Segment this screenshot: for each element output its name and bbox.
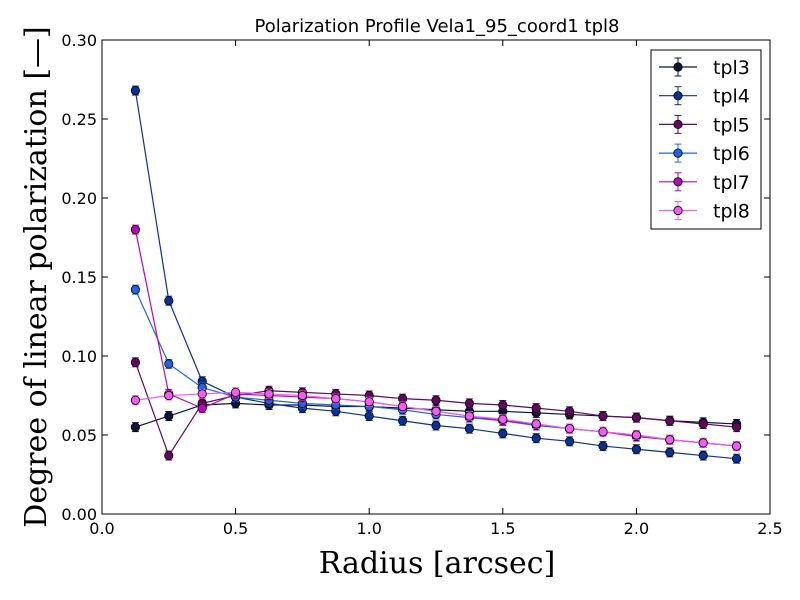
data-point: [431, 406, 441, 416]
data-point: [397, 401, 408, 412]
data-point: [731, 422, 742, 432]
y-tick-label: 0.05: [61, 426, 97, 445]
legend-label: tpl6: [713, 143, 750, 165]
data-point: [397, 416, 408, 426]
data-point: [197, 403, 207, 413]
data-point: [531, 419, 541, 429]
legend-entry-tpl4: tpl4: [659, 86, 750, 108]
legend-label: tpl3: [713, 57, 750, 79]
data-point: [164, 296, 174, 306]
x-tick-label: 1.5: [490, 519, 515, 538]
axis-ticks: 0.0 0.5 1.0 1.5 2.0 2.5 0.00 0.05 0.10 0.15 0.20 0.…: [61, 31, 782, 538]
data-point: [364, 411, 374, 421]
legend-marker: [673, 119, 683, 130]
legend: tpl3 tpl4 tpl5 tpl6 tpl7 tpl8: [650, 49, 762, 230]
data-point: [631, 444, 642, 454]
data-point: [264, 389, 274, 399]
data-point: [164, 411, 174, 421]
data-point: [130, 85, 140, 96]
data-point: [498, 414, 508, 424]
x-tick-label: 1.0: [356, 519, 381, 538]
legend-entry-tpl6: tpl6: [659, 143, 750, 165]
data-point: [598, 411, 608, 421]
data-point: [564, 424, 575, 434]
data-point: [698, 438, 708, 448]
y-tick-label: 0.15: [61, 268, 97, 287]
data-point: [164, 450, 174, 461]
data-point: [130, 422, 140, 432]
data-point: [631, 430, 642, 440]
legend-marker: [673, 62, 683, 72]
data-point: [598, 441, 608, 451]
data-point: [331, 394, 341, 404]
legend-label: tpl4: [713, 86, 750, 108]
legend-marker: [673, 205, 683, 216]
data-point: [130, 285, 140, 295]
x-axis-label: Radius [arcsec]: [319, 546, 556, 581]
data-point: [665, 416, 675, 426]
x-tick-label: 0.0: [89, 519, 114, 538]
x-tick-label: 2.5: [757, 519, 782, 538]
legend-marker: [673, 148, 683, 158]
data-point: [631, 413, 642, 423]
data-point: [431, 420, 441, 431]
data-point: [464, 424, 474, 434]
data-point: [564, 436, 575, 446]
y-tick-label: 0.10: [61, 347, 97, 366]
data-point: [531, 403, 541, 413]
chart-title: Polarization Profile Vela1_95_coord1 tpl…: [255, 16, 620, 37]
legend-entry-tpl8: tpl8: [659, 201, 750, 223]
legend-marker: [673, 91, 683, 101]
y-tick-label: 0.00: [61, 505, 97, 524]
series-layer: [130, 85, 742, 464]
data-point: [665, 435, 675, 445]
legend-entry-tpl7: tpl7: [659, 172, 750, 194]
data-point: [130, 395, 140, 405]
data-point: [731, 441, 742, 451]
data-point: [698, 450, 708, 461]
y-tick-label: 0.20: [61, 189, 97, 208]
legend-marker: [673, 177, 683, 187]
data-point: [231, 387, 241, 397]
data-point: [598, 427, 608, 437]
data-point: [130, 357, 140, 367]
data-point: [431, 395, 441, 405]
data-point: [464, 398, 474, 408]
series-tpl8: [130, 387, 742, 452]
data-point: [564, 406, 575, 416]
data-point: [731, 454, 742, 464]
x-tick-label: 0.5: [223, 519, 248, 538]
x-tick-label: 2.0: [624, 519, 649, 538]
y-axis-label: Degree of linear polarization [—]: [19, 26, 54, 527]
data-point: [164, 359, 174, 369]
y-tick-label: 0.30: [61, 31, 97, 50]
y-tick-label: 0.25: [61, 110, 97, 129]
data-point: [130, 225, 140, 235]
legend-label: tpl5: [713, 114, 750, 136]
data-point: [464, 411, 474, 421]
data-point: [698, 419, 708, 429]
data-point: [297, 390, 307, 401]
data-point: [364, 397, 374, 407]
data-point: [498, 428, 508, 439]
data-point: [665, 447, 675, 457]
legend-entry-tpl5: tpl5: [659, 114, 750, 136]
data-point: [197, 389, 207, 399]
data-point: [164, 390, 174, 401]
legend-label: tpl8: [713, 201, 750, 223]
legend-label: tpl7: [713, 172, 750, 194]
legend-box: [650, 49, 762, 230]
data-point: [531, 433, 541, 443]
data-point: [498, 400, 508, 410]
legend-entry-tpl3: tpl3: [659, 57, 750, 79]
